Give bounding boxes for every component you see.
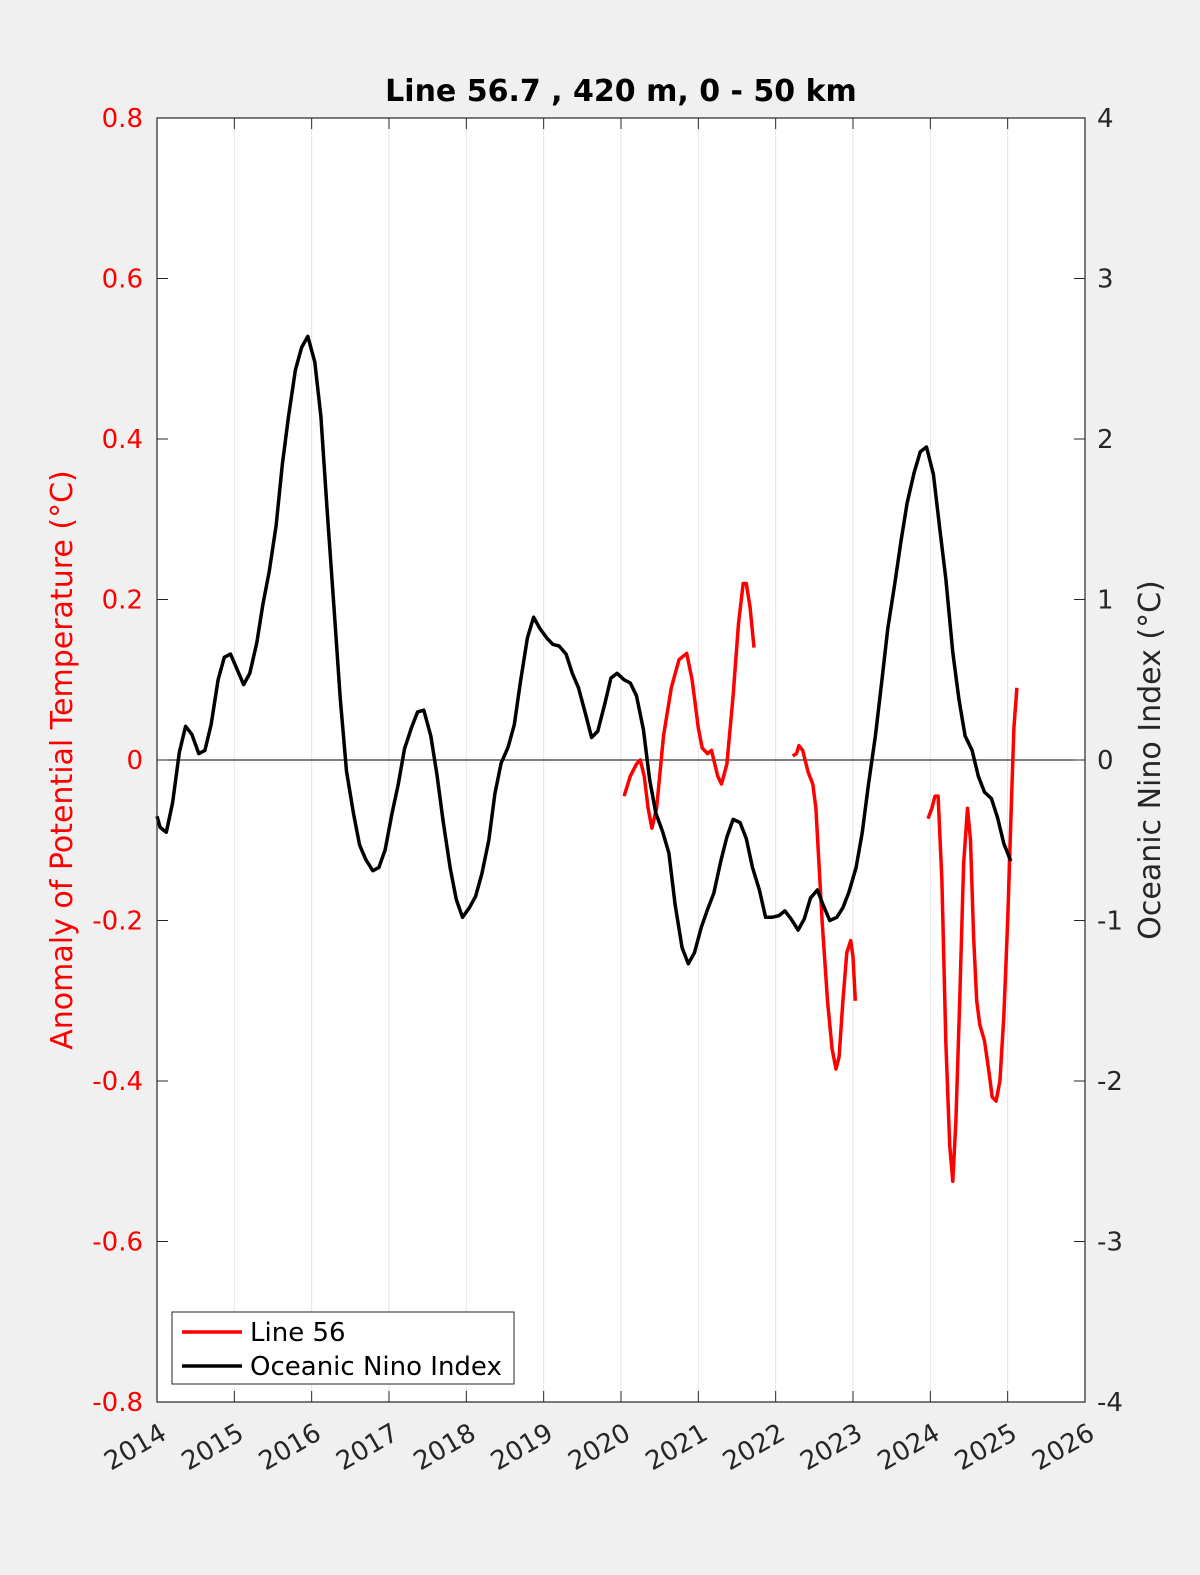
y-left-tick-label: 0.8: [102, 104, 143, 134]
y-left-tick-label: -0.6: [92, 1228, 143, 1258]
y-right-tick-label: 3: [1097, 265, 1114, 295]
y-axis-right-label: Oceanic Nino Index (°C): [1133, 580, 1168, 940]
legend: Line 56 Oceanic Nino Index: [171, 1311, 515, 1385]
y-right-tick-label: 0: [1097, 746, 1114, 776]
series-line56-segment: [791, 743, 858, 1071]
y-left-tick-label: -0.2: [92, 907, 143, 937]
y-left-tick-label: 0: [126, 746, 143, 776]
series-layer: [155, 334, 1019, 1184]
y-left-tick-labels: 0.8 0.6 0.4 0.2 0 -0.2 -0.4 -0.6 -0.8: [92, 104, 143, 1418]
series-oni-segment: [155, 334, 1013, 966]
y-left-tick-label: -0.4: [92, 1067, 143, 1097]
y-right-tick-labels: 4 3 2 1 0 -1 -2 -3 -4: [1097, 104, 1123, 1418]
series-line56-segment: [622, 581, 756, 830]
tick-marks: [156, 117, 1086, 1403]
y-left-tick-label: 0.2: [102, 586, 143, 616]
y-right-tick-label: 4: [1097, 104, 1114, 134]
y-right-tick-label: -2: [1097, 1067, 1123, 1097]
y-axis-left-label: Anomaly of Potential Temperature (°C): [45, 470, 80, 1049]
y-right-tick-label: -4: [1097, 1388, 1123, 1418]
legend-label-oni: Oceanic Nino Index: [250, 1352, 502, 1382]
y-right-tick-label: 2: [1097, 425, 1114, 455]
series-line56-segment: [926, 687, 1019, 1184]
y-right-tick-label: -1: [1097, 907, 1123, 937]
y-left-tick-label: -0.8: [92, 1388, 143, 1418]
legend-label-line56: Line 56: [250, 1318, 346, 1348]
y-right-tick-label: 1: [1097, 586, 1114, 616]
legend-box: [171, 1311, 515, 1385]
chart-title: Line 56.7 , 420 m, 0 - 50 km: [385, 74, 857, 109]
y-left-tick-label: 0.6: [102, 265, 143, 295]
y-right-tick-label: -3: [1097, 1228, 1123, 1258]
y-left-tick-label: 0.4: [102, 425, 143, 455]
